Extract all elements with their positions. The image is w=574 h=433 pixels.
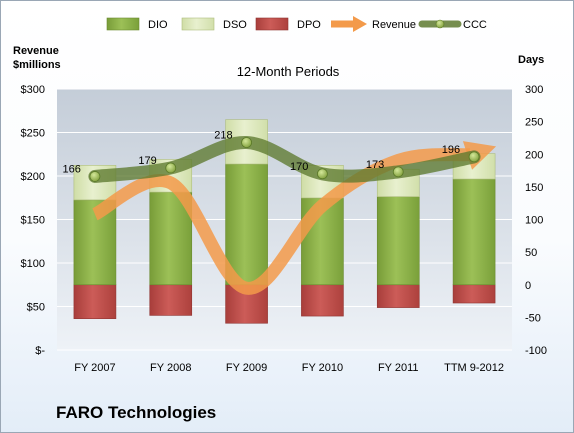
- category-tick-label: FY 2011: [378, 362, 419, 374]
- bar-dpo: [149, 284, 193, 316]
- bar-dpo: [376, 284, 420, 308]
- left-axis-tick-label: $-: [35, 345, 45, 357]
- legend-label: DSO: [223, 19, 247, 31]
- chart-subtitle: 12-Month Periods: [237, 64, 340, 79]
- category-tick-label: FY 2008: [150, 362, 191, 374]
- category-tick-label: FY 2007: [74, 362, 115, 374]
- left-axis-tick-label: $150: [21, 215, 45, 227]
- legend-label: DPO: [297, 19, 321, 31]
- right-axis-tick-label: -100: [525, 345, 547, 357]
- ccc-point: [241, 137, 252, 148]
- ccc-data-label: 166: [63, 163, 81, 175]
- category-tick-label: FY 2010: [302, 362, 343, 374]
- category-tick-label: FY 2009: [226, 362, 267, 374]
- ccc-point: [317, 168, 328, 180]
- legend-item-dpo: DPO: [255, 17, 321, 31]
- bar-dio: [225, 163, 268, 286]
- legend-item-dio: DIO: [106, 17, 168, 31]
- legend-swatch: [106, 17, 140, 31]
- ccc-data-label: 173: [366, 159, 384, 171]
- ccc-point: [468, 151, 480, 163]
- legend-swatch: [255, 17, 289, 31]
- bar-dio: [376, 196, 420, 286]
- legend: DIO DSO DPO Revenue CCC: [106, 16, 487, 32]
- left-axis-tick-label: $300: [21, 84, 45, 96]
- legend-item-ccc: CCC: [418, 19, 487, 31]
- left-axis-tick-label: $250: [21, 128, 45, 140]
- legend-swatch: [181, 17, 215, 31]
- legend-item-revenue: Revenue: [331, 16, 416, 32]
- right-axis-tick-label: 100: [525, 215, 543, 227]
- axis-ticks: $- $50 $100 $150 $200 $250 $300 -100 -50 0 50 100 15…: [21, 84, 548, 374]
- left-axis-title-line2: $millions: [13, 59, 61, 71]
- legend-item-dso: DSO: [181, 17, 247, 31]
- legend-swatch-head: [353, 16, 367, 32]
- bar-dpo: [301, 284, 344, 317]
- right-axis-tick-label: 200: [525, 149, 543, 161]
- right-axis-tick-label: 50: [525, 247, 537, 259]
- ccc-point: [165, 162, 177, 174]
- ccc-data-label: 170: [290, 161, 308, 173]
- right-axis-tick-label: -50: [525, 312, 541, 324]
- legend-label: Revenue: [372, 19, 416, 31]
- ccc-data-label: 179: [138, 155, 156, 167]
- category-tick-label: TTM 9-2012: [444, 362, 504, 374]
- right-axis-title: Days: [518, 54, 544, 66]
- line-marks: 166 179 218 170 173 196: [63, 130, 497, 295]
- left-axis-tick-label: $200: [21, 171, 45, 183]
- revenue-line: [91, 148, 471, 295]
- right-axis-tick-label: 300: [525, 84, 543, 96]
- bar-dpo: [452, 284, 496, 304]
- ccc-data-label: 218: [214, 130, 232, 142]
- legend-swatch-marker: [435, 19, 445, 29]
- left-axis-tick-label: $50: [27, 302, 45, 314]
- bar-dio: [452, 178, 496, 286]
- ccc-point: [392, 166, 404, 178]
- right-axis-tick-label: 250: [525, 117, 543, 129]
- legend-label: DIO: [148, 19, 168, 31]
- company-name: FARO Technologies: [56, 403, 217, 422]
- legend-label: CCC: [463, 19, 487, 31]
- right-axis-tick-label: 150: [525, 182, 543, 194]
- left-axis-tick-label: $100: [21, 258, 45, 270]
- ccc-point: [89, 171, 101, 182]
- right-axis-tick-label: 0: [525, 280, 531, 292]
- bar-dpo: [73, 284, 117, 319]
- ccc-data-label: 196: [442, 144, 460, 156]
- left-axis-title-line1: Revenue: [13, 45, 59, 57]
